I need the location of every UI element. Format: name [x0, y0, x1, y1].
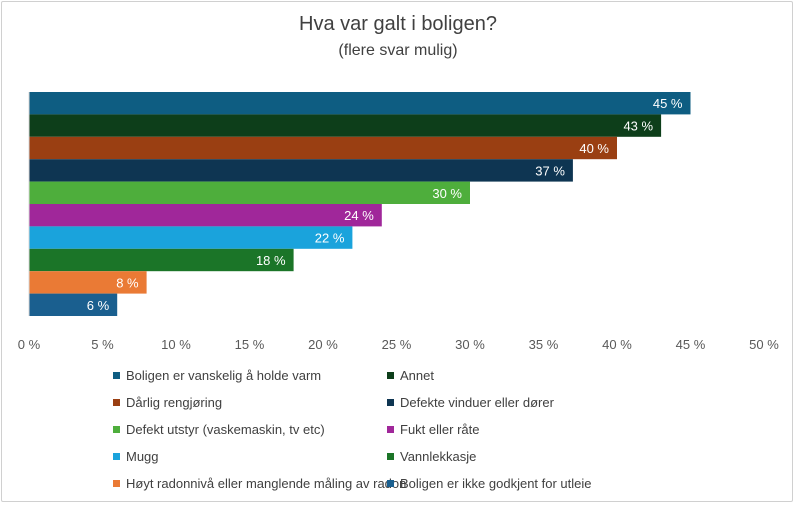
x-tick-label-9: 45 %	[676, 337, 706, 352]
bar-4	[29, 181, 470, 204]
legend-item-1: Annet	[387, 368, 434, 383]
legend-item-6: Mugg	[113, 449, 159, 464]
legend-item-0: Boligen er vanskelig å holde varm	[113, 368, 321, 383]
bar-label-5: 24 %	[344, 208, 374, 223]
legend-item-9: Boligen er ikke godkjent for utleie	[387, 476, 592, 491]
bar-0	[29, 92, 691, 115]
bars-group: 45 %43 % 40 % 37 % 30 % 24 % 22 % 18 % 8 % 6 %	[28, 92, 691, 316]
bar-7	[29, 248, 294, 272]
legend-swatch-7	[387, 453, 394, 460]
chart-title: Hva var galt i boligen?	[299, 13, 497, 35]
legend-label-3: Defekte vinduer eller dører	[400, 395, 554, 410]
x-tick-label-0: 0 %	[18, 337, 41, 352]
x-tick-label-2: 10 %	[161, 337, 191, 352]
bar-6	[29, 226, 353, 249]
legend-label-5: Fukt eller råte	[400, 422, 480, 437]
legend-item-7: Vannlekkasje	[387, 449, 476, 464]
bar-8	[29, 271, 147, 294]
legend-swatch-8	[113, 480, 120, 487]
legend-swatch-0	[113, 372, 120, 379]
x-tick-label-5: 25 %	[382, 337, 412, 352]
legend-item-5: Fukt eller råte	[387, 422, 479, 437]
legend-label-4: Defekt utstyr (vaskemaskin, tv etc)	[126, 422, 325, 437]
legend-item-8: Høyt radonnivå eller manglende måling av…	[113, 476, 406, 491]
bar-label-1: 43 %	[623, 119, 653, 134]
bar-label-9: 6 %	[87, 298, 110, 313]
legend-label-7: Vannlekkasje	[400, 449, 477, 464]
legend-swatch-6	[113, 453, 120, 460]
legend-item-4: Defekt utstyr (vaskemaskin, tv etc)	[113, 422, 325, 437]
legend-label-1: Annet	[400, 368, 434, 383]
bar-label-8: 8 %	[116, 275, 139, 290]
legend-label-8: Høyt radonnivå eller manglende måling av…	[126, 476, 407, 491]
bar-label-3: 37 %	[535, 163, 565, 178]
x-tick-label-7: 35 %	[529, 337, 559, 352]
bar-label-7: 18 %	[256, 253, 286, 268]
bar-2	[29, 136, 617, 160]
bar-5	[29, 204, 382, 227]
bar-label-6: 22 %	[315, 231, 345, 246]
bar-label-0: 45 %	[653, 96, 683, 111]
legend-swatch-5	[387, 426, 394, 433]
bar-3	[29, 159, 573, 182]
legend-swatch-3	[387, 399, 394, 406]
x-tick-label-8: 40 %	[602, 337, 632, 352]
x-axis-ticks: 0 % 5 % 10 % 15 % 20 % 25 % 30 % 35 % 40 % 45 % 50…	[18, 337, 779, 352]
bar-label-4: 30 %	[432, 186, 462, 201]
legend-label-2: Dårlig rengjøring	[126, 395, 223, 410]
bar-9	[29, 293, 118, 316]
legend-label-0: Boligen er vanskelig å holde varm	[126, 368, 322, 383]
legend-swatch-1	[387, 372, 394, 379]
x-tick-label-4: 20 %	[308, 337, 338, 352]
bar-label-2: 40 %	[579, 141, 609, 156]
legend-swatch-9	[387, 480, 394, 487]
x-tick-label-1: 5 %	[91, 337, 114, 352]
legend-swatch-2	[113, 399, 120, 406]
x-tick-label-10: 50 %	[749, 337, 779, 352]
x-tick-label-3: 15 %	[235, 337, 265, 352]
legend-item-3: Defekte vinduer eller dører	[387, 395, 554, 410]
x-tick-label-6: 30 %	[455, 337, 485, 352]
legend-swatch-4	[113, 426, 120, 433]
legend-label-9: Boligen er ikke godkjent for utleie	[400, 476, 592, 491]
bar-1	[29, 114, 662, 137]
chart-subtitle: (flere svar mulig)	[338, 42, 458, 59]
legend-item-2: Dårlig rengjøring	[113, 395, 222, 410]
legend-label-6: Mugg	[126, 449, 159, 464]
